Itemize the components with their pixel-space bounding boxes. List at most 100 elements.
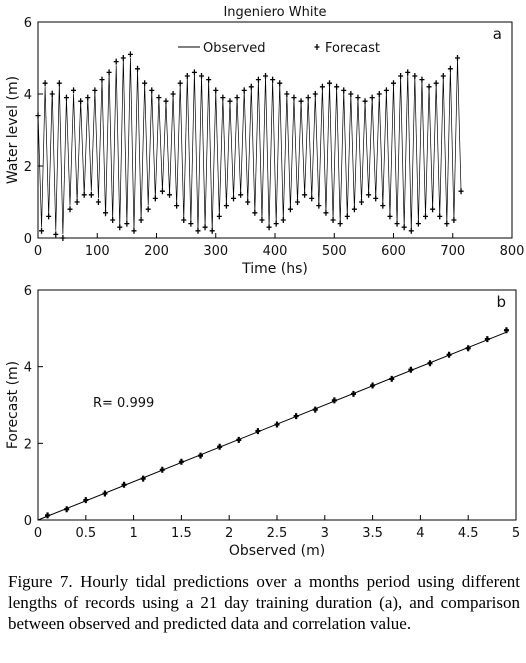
forecast-marker <box>451 217 457 223</box>
forecast-marker <box>124 220 130 227</box>
forecast-marker <box>88 191 94 198</box>
forecast-marker <box>312 91 318 97</box>
x-tick-label: 200 <box>144 244 169 259</box>
scatter-point <box>293 413 299 420</box>
forecast-marker <box>351 206 357 213</box>
forecast-marker <box>110 217 116 223</box>
legend-label: Observed <box>203 41 266 56</box>
forecast-marker <box>440 73 446 79</box>
forecast-marker <box>39 227 45 234</box>
forecast-marker <box>362 98 368 105</box>
series-line <box>37 57 462 235</box>
annotation: R= 0.999 <box>93 396 154 411</box>
forecast-marker <box>408 227 414 234</box>
forecast-marker <box>341 87 347 94</box>
forecast-marker <box>213 87 219 94</box>
forecast-marker <box>359 199 365 205</box>
scatter-point <box>503 327 509 334</box>
forecast-marker <box>405 69 411 76</box>
forecast-marker <box>344 213 350 220</box>
forecast-marker <box>369 94 375 101</box>
x-tick-label: 4 <box>416 526 424 541</box>
forecast-marker <box>248 83 254 90</box>
forecast-marker <box>159 188 165 195</box>
scatter-point <box>236 436 242 443</box>
forecast-marker <box>163 98 169 105</box>
forecast-marker <box>458 188 464 195</box>
x-tick-label: 600 <box>381 244 406 259</box>
forecast-marker <box>376 91 382 97</box>
x-axis-label: Time (hs) <box>241 261 308 277</box>
forecast-marker <box>327 80 333 87</box>
forecast-marker <box>99 76 105 83</box>
forecast-marker <box>323 209 329 216</box>
forecast-marker <box>127 51 133 58</box>
x-tick-label: 300 <box>203 244 228 259</box>
scatter-point <box>178 458 184 465</box>
forecast-marker <box>447 65 453 72</box>
forecast-marker <box>170 91 176 97</box>
scatter-point <box>465 345 471 352</box>
forecast-marker <box>135 65 141 72</box>
forecast-marker <box>287 206 293 213</box>
forecast-marker <box>277 80 283 87</box>
caption: Figure 7. Hourly tidal predictions over … <box>8 572 520 633</box>
forecast-marker <box>106 69 112 76</box>
forecast-marker <box>273 220 279 227</box>
forecast-marker <box>433 80 439 87</box>
forecast-marker <box>49 91 55 97</box>
scatter-point <box>274 421 280 428</box>
forecast-marker <box>419 76 425 83</box>
forecast-marker <box>319 83 325 90</box>
forecast-marker <box>156 94 162 101</box>
forecast-marker <box>138 217 144 223</box>
forecast-marker <box>302 191 308 198</box>
plot-frame <box>37 21 513 239</box>
y-tick-label: 2 <box>24 437 32 452</box>
x-tick-label: 5 <box>512 526 520 541</box>
forecast-marker <box>223 202 229 209</box>
x-tick-label: 100 <box>85 244 110 259</box>
forecast-marker <box>63 94 69 101</box>
forecast-marker <box>42 80 48 87</box>
forecast-marker <box>117 224 123 231</box>
forecast-marker <box>380 202 386 209</box>
scatter-point <box>408 366 414 373</box>
scatter-point <box>102 490 108 497</box>
forecast-marker <box>142 80 148 87</box>
forecast-marker <box>263 73 269 79</box>
forecast-marker <box>145 206 151 213</box>
forecast-marker <box>206 76 212 83</box>
x-tick-label: 700 <box>440 244 465 259</box>
y-tick-label: 4 <box>24 88 32 103</box>
forecast-marker <box>305 94 311 101</box>
forecast-marker <box>56 80 62 87</box>
chart-title: Ingeniero White <box>223 5 326 20</box>
forecast-marker <box>284 91 290 97</box>
x-tick-label: 3 <box>321 526 329 541</box>
forecast-marker <box>78 98 84 105</box>
forecast-marker <box>391 80 396 87</box>
forecast-marker <box>238 191 244 198</box>
scatter-point <box>45 512 51 519</box>
scatter-point <box>121 481 127 488</box>
forecast-marker <box>401 224 407 231</box>
scatter-point <box>83 497 89 504</box>
forecast-marker <box>81 191 87 198</box>
forecast-marker <box>35 112 41 119</box>
forecast-marker <box>177 80 183 87</box>
forecast-marker <box>85 94 91 101</box>
forecast-marker <box>103 209 109 216</box>
forecast-marker <box>245 199 251 205</box>
forecast-marker <box>188 220 194 227</box>
forecast-marker <box>227 98 233 105</box>
forecast-marker <box>67 206 73 213</box>
forecast-marker <box>383 87 389 94</box>
x-tick-label: 2.5 <box>267 526 288 541</box>
forecast-marker <box>426 83 432 90</box>
forecast-marker <box>298 98 304 105</box>
forecast-marker <box>234 94 240 101</box>
forecast-marker <box>191 69 197 76</box>
